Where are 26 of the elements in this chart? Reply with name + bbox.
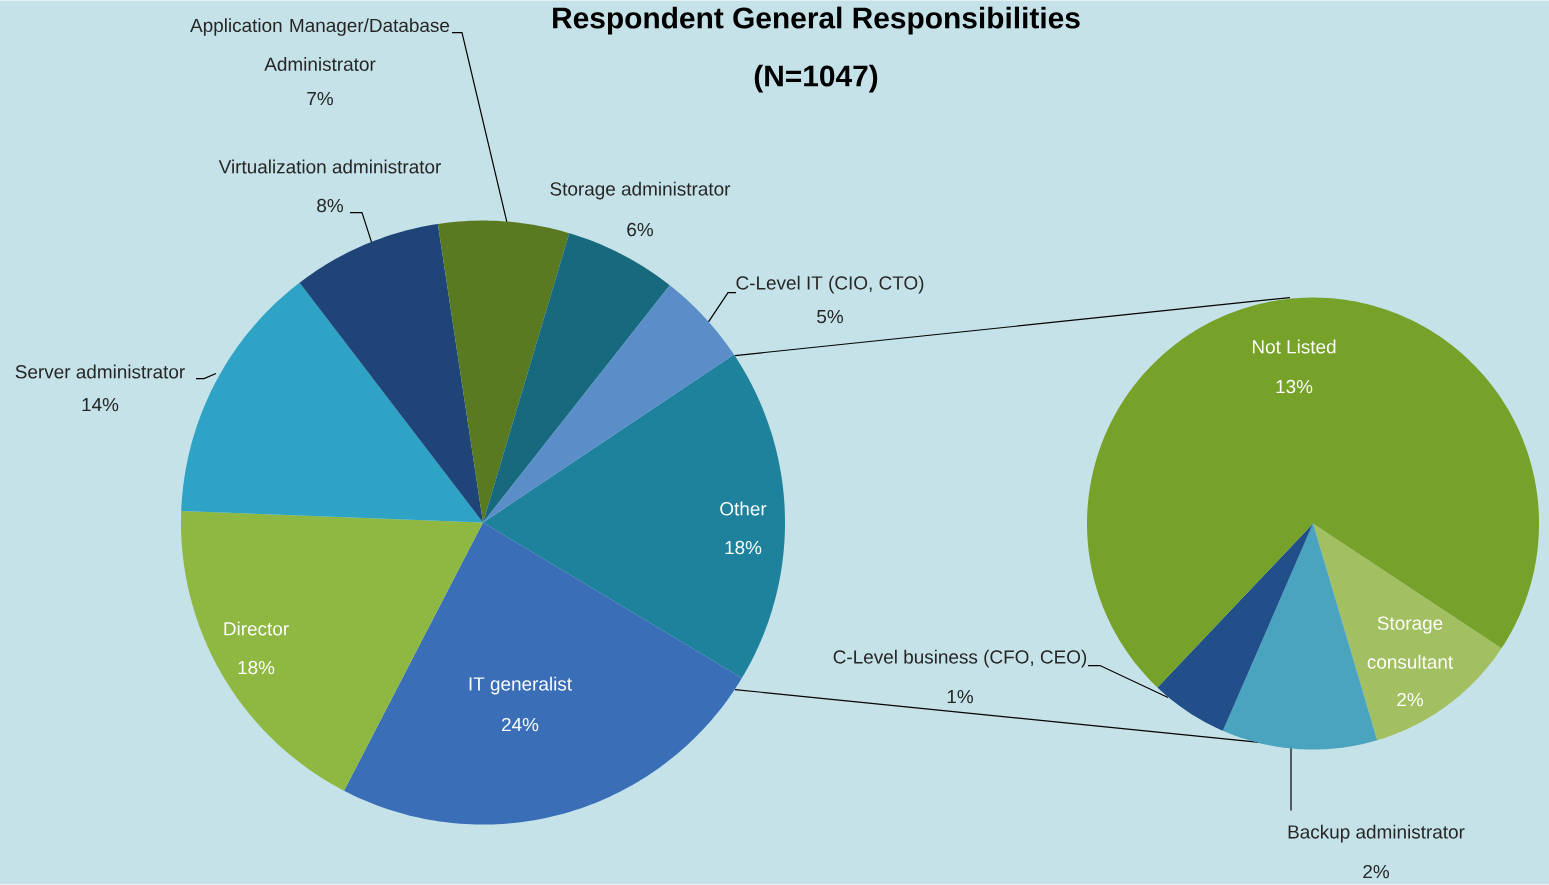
slice-label: Storage consultant [1367,616,1454,669]
slice-label: IT generalist [469,676,572,695]
slice-label: Other [720,501,767,516]
data-label: 14% [82,398,119,412]
data-label: 7% [307,92,334,106]
slice-label: Not Listed [1252,339,1336,354]
data-label: 8% [317,198,344,213]
slice-label: Application Manager/Database Administrator [190,18,450,72]
slice-label: C-Level business (CFO, CEO) [833,649,1087,668]
slice-label: Storage administrator [550,181,731,200]
data-label: 6% [627,222,654,237]
chart-title: Respondent General Responsibilities [553,6,1080,35]
slice-label: Server administrator [15,364,185,379]
data-label: 5% [817,309,844,324]
data-label: 2% [1363,864,1390,879]
slice-label: Backup administrator [1288,824,1465,843]
slice-label: C-Level IT (CIO, CTO) [736,275,924,294]
slice-label: Virtualization administrator [218,159,441,174]
data-label: 13% [1276,379,1313,394]
data-label: 1% [947,690,974,704]
data-label: 18% [238,660,275,675]
data-label: 2% [1397,692,1424,707]
data-label: 24% [502,717,539,732]
data-label: 18% [725,540,762,555]
slice-label: Director [224,621,289,636]
text: (N=1047) [754,64,878,93]
